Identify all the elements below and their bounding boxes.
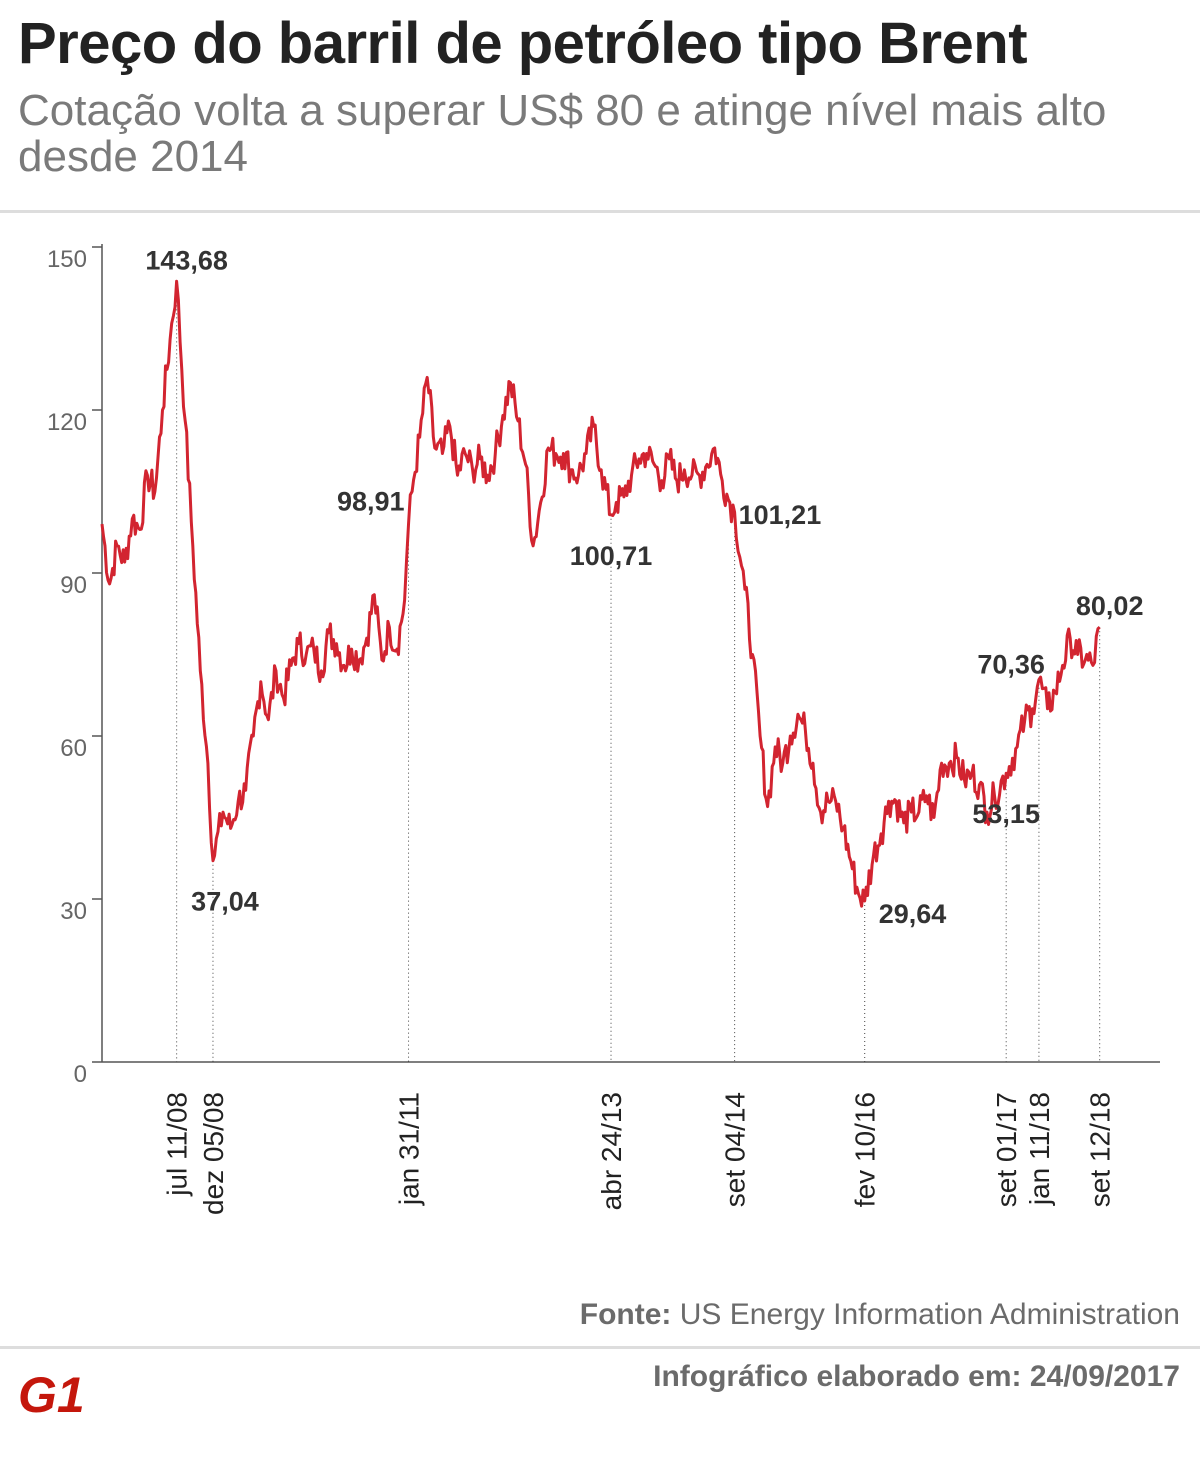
value-label: 101,21	[739, 500, 822, 530]
brent-price-chart: 0 30 60 90 120 150 143,68 jul 11/08 37,04 dez 05…	[47, 244, 1160, 1215]
price-line	[100, 279, 1101, 908]
date-tick-label: set 04/14	[720, 1092, 751, 1207]
header-divider	[0, 210, 1200, 213]
infographic-credit: Infográfico elaborado em: 24/09/2017	[653, 1360, 1180, 1393]
date-tick-label: jan 11/18	[1024, 1092, 1055, 1206]
y-tick-label: 0	[74, 1061, 87, 1088]
source-note: Fonte: US Energy Information Administrat…	[580, 1298, 1180, 1332]
footer-divider	[0, 1346, 1200, 1349]
chart-axes: 0 30 60 90 120 150	[47, 244, 1160, 1088]
chart-title: Preço do barril de petróleo tipo Brent	[18, 11, 1028, 76]
y-tick-label: 60	[60, 735, 87, 762]
y-tick-label: 150	[47, 246, 87, 273]
value-label: 70,36	[977, 650, 1045, 680]
g1-logo: G1	[18, 1372, 85, 1416]
date-tick-label: fev 10/16	[850, 1092, 881, 1207]
value-label: 37,04	[191, 887, 259, 917]
value-label: 100,71	[570, 541, 653, 571]
value-labels: 143,68 jul 11/08 37,04 dez 05/08 98,91 jan 31…	[145, 245, 1143, 1215]
y-tick-label: 30	[60, 898, 87, 925]
date-tick-label: abr 24/13	[596, 1092, 627, 1210]
date-tick-label: set 01/17	[991, 1092, 1022, 1207]
value-label: 53,15	[972, 799, 1040, 829]
source-text: US Energy Information Administration	[679, 1298, 1180, 1331]
chart-subtitle: Cotação volta a superar US$ 80 e atinge …	[18, 86, 1107, 181]
g1-logo-text: G1	[18, 1372, 85, 1416]
value-label: 98,91	[337, 487, 405, 517]
date-tick-label: jul 11/08	[162, 1092, 193, 1197]
y-tick-label: 120	[47, 409, 87, 436]
y-tick-label: 90	[60, 572, 87, 599]
event-guide-lines	[176, 281, 1101, 1062]
date-tick-label: dez 05/08	[198, 1092, 229, 1215]
source-label: Fonte:	[579, 1298, 672, 1331]
date-tick-label: set 12/18	[1085, 1092, 1116, 1207]
value-label: 143,68	[145, 245, 228, 275]
price-series	[100, 279, 1101, 908]
value-label: 29,64	[879, 899, 947, 929]
value-label: 80,02	[1076, 591, 1144, 621]
date-tick-label: jan 31/11	[394, 1092, 425, 1206]
